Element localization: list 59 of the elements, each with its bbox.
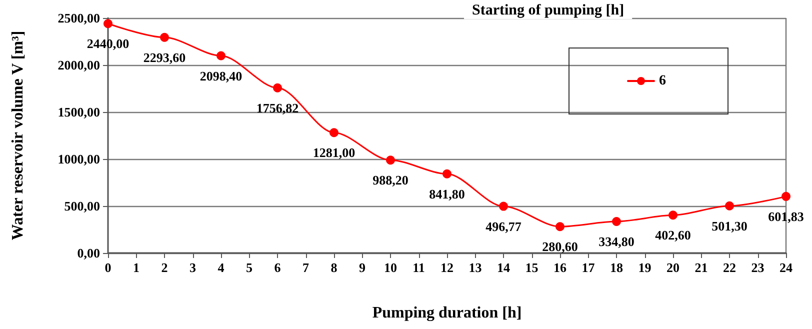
- data-label: 2098,40: [200, 68, 242, 84]
- y-tick-label: 500,00: [64, 198, 100, 214]
- x-axis-title: Pumping duration [h]: [372, 304, 522, 322]
- x-tick-label: 12: [440, 260, 454, 275]
- y-tick-label: 0,00: [77, 246, 100, 260]
- x-tick-label: 21: [694, 260, 708, 275]
- point: [273, 83, 282, 92]
- data-label: 988,20: [372, 172, 408, 188]
- data-label: 841,80: [429, 186, 465, 202]
- point: [556, 222, 564, 232]
- point: [442, 169, 452, 178]
- data-label: 280,60: [542, 239, 578, 254]
- x-tick-label: 18: [610, 260, 624, 275]
- point: [216, 51, 226, 60]
- x-tick-label: 5: [246, 260, 253, 275]
- x-tick-label: 2: [161, 260, 168, 275]
- legend-title: Starting of pumping [h]: [472, 2, 624, 18]
- x-tick-label: 13: [468, 260, 482, 275]
- x-tick-label: 10: [384, 260, 397, 275]
- point: [782, 192, 790, 201]
- x-tick-label: 7: [302, 260, 310, 275]
- x-tick-label: 20: [666, 260, 680, 275]
- x-tick-label: 19: [638, 260, 652, 275]
- x-tick-label: 11: [412, 260, 425, 275]
- x-tick-label: 16: [554, 260, 567, 275]
- point: [725, 201, 734, 210]
- data-label: 601,83: [768, 208, 804, 224]
- data-label: 2293,60: [143, 50, 186, 65]
- x-tick-label: 23: [751, 260, 765, 275]
- point: [386, 156, 395, 165]
- data-label: 496,77: [486, 218, 522, 234]
- x-tick-label: 9: [359, 260, 366, 275]
- x-tick-label: 14: [497, 260, 510, 275]
- data-label: 1756,82: [256, 100, 299, 116]
- data-label: 334,80: [598, 234, 634, 250]
- y-tick-label: 1500,00: [58, 104, 100, 120]
- x-tick-label: 6: [274, 260, 282, 275]
- point: [612, 217, 621, 226]
- legend-label: 6: [659, 74, 666, 88]
- x-tick-label: 4: [218, 260, 225, 275]
- x-tick-label: 8: [330, 260, 338, 275]
- point: [668, 210, 678, 220]
- y-axis-title: Water reservoir volume V [m³]: [10, 30, 26, 240]
- x-tick-label: 0: [104, 260, 112, 275]
- y-tick-label: 1000,00: [58, 152, 100, 166]
- data-label: 402,60: [655, 228, 691, 243]
- x-tick-label: 15: [525, 260, 539, 275]
- x-tick-label: 17: [582, 260, 596, 275]
- x-tick-label: 3: [190, 260, 196, 275]
- x-tick-label: 24: [780, 260, 793, 275]
- data-label: 501,30: [712, 218, 748, 234]
- data-label: 1281,00: [312, 145, 356, 160]
- point: [160, 32, 169, 42]
- y-tick-label: 2500,00: [58, 10, 100, 26]
- y-tick-label: 2000,00: [58, 58, 100, 72]
- x-tick-label: 1: [133, 260, 140, 275]
- x-tick-label: 22: [723, 260, 736, 275]
- point: [330, 128, 338, 138]
- point: [499, 202, 508, 211]
